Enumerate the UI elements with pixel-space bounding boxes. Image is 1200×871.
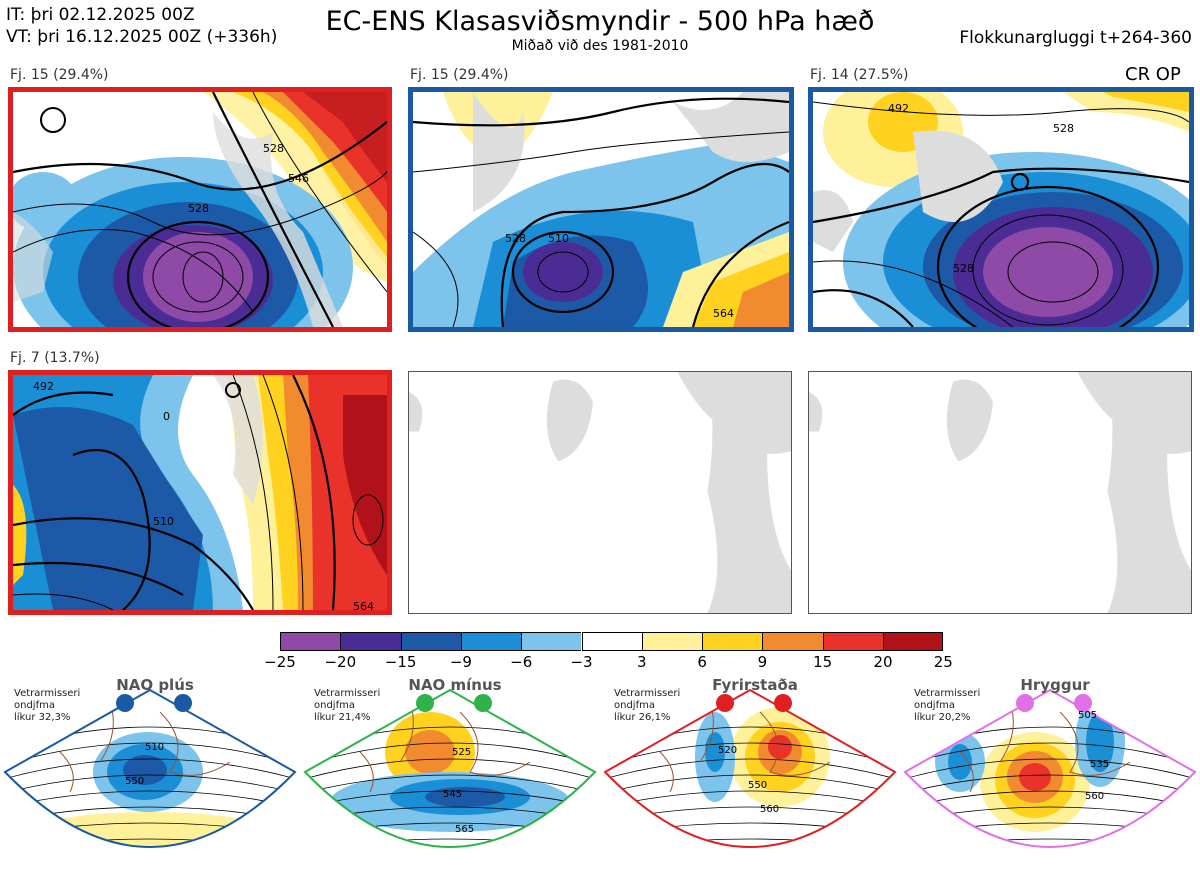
regime-info-line: líkur 32,3%: [14, 712, 71, 723]
colorbar-tick: −9: [449, 653, 472, 671]
contour-label: 564: [353, 600, 374, 610]
colorbar-tick: −25: [264, 653, 296, 671]
contour-label: 528: [1053, 122, 1074, 135]
contour-label: 492: [888, 102, 909, 115]
colorbar-tick: 20: [873, 653, 893, 671]
regime-4: 505 535 560 Hryggur Vetrarmisseri ondjfma líku…: [900, 672, 1200, 871]
contour-label: 492: [33, 380, 54, 393]
colorbar-segment: [400, 632, 461, 651]
regime-contour-label: 550: [125, 776, 144, 787]
regime-marker: [1074, 694, 1092, 712]
colorbar-segment: [702, 632, 763, 651]
regime-3: 520 550 560 Fyrirstaða Vetrarmisseri ondjfma l…: [600, 672, 900, 871]
colorbar-segment: [521, 632, 582, 651]
valid-time: VT: þri 16.12.2025 00Z (+336h): [6, 27, 278, 47]
colorbar-segment: [883, 632, 944, 651]
colorbar-segment: [581, 632, 642, 651]
panel-label-3: Fj. 14 (27.5%): [810, 67, 909, 83]
page-subtitle: Miðað við des 1981-2010: [511, 38, 689, 54]
regime-name: Hryggur: [1020, 676, 1090, 694]
regime-info-line: ondjfma: [614, 700, 655, 711]
contour-label: 528: [953, 262, 974, 275]
regime-2: 525 545 565 NAO mínus Vetrarmisseri ondjfma lí…: [300, 672, 600, 871]
contour-label: 564: [713, 307, 734, 320]
panel-label-1: Fj. 15 (29.4%): [10, 67, 109, 83]
colorbar-segment: [822, 632, 883, 651]
colorbar-segment: [280, 632, 341, 651]
contour-label: 510: [548, 232, 569, 245]
contour-label: 528: [263, 142, 284, 155]
colorbar-tick: 3: [637, 653, 647, 671]
regime-contour-label: 535: [1090, 759, 1109, 770]
regime-marker: [716, 694, 734, 712]
contour-label: 528: [188, 202, 209, 215]
regime-contour-label: 565: [455, 824, 474, 835]
window-label: Flokkunargluggi t+264-360: [959, 28, 1192, 48]
crop-label: CR OP: [1125, 64, 1181, 85]
page-title: EC-ENS Klasasviðsmyndir - 500 hPa hæð: [325, 6, 875, 37]
regime-info: Vetrarmisseri ondjfma líkur 21,4%: [314, 688, 380, 724]
cluster-map-1: 528 528 546: [8, 87, 392, 332]
regime-contour-label: 520: [718, 745, 737, 756]
regime-marker: [1016, 694, 1034, 712]
colorbar-segment: [762, 632, 823, 651]
regime-name: NAO plús: [116, 676, 194, 694]
regime-marker: [416, 694, 434, 712]
contour-label: 510: [153, 515, 174, 528]
contour-label: 546: [288, 172, 309, 185]
regime-info-line: ondjfma: [914, 700, 955, 711]
regime-contour-label: 560: [1085, 791, 1104, 802]
regime-contour-label: 550: [748, 780, 767, 791]
regime-contour-label: 510: [145, 742, 164, 753]
regime-info-line: Vetrarmisseri: [14, 688, 81, 699]
header-dates: IT: þri 02.12.2025 00Z VT: þri 16.12.202…: [6, 4, 277, 48]
regime-info-line: líkur 21,4%: [314, 712, 371, 723]
regime-contour-label: 505: [1078, 710, 1097, 721]
contour-label: 528: [505, 232, 526, 245]
regime-info-line: ondjfma: [314, 700, 355, 711]
colorbar-tick: 9: [757, 653, 768, 671]
regime-contour-label: 525: [452, 747, 471, 758]
regime-marker: [116, 694, 134, 712]
regime-name: NAO mínus: [408, 676, 502, 694]
colorbar-tick: −15: [384, 653, 417, 671]
regime-1: 510 550 NAO plús Vetrarmisseri ondjfma líkur …: [0, 672, 300, 871]
regime-info-line: líkur 20,2%: [914, 712, 971, 723]
regime-marker: [774, 694, 792, 712]
cluster-map-4: 492 0 510 564: [8, 370, 392, 615]
contour-label: 0: [163, 410, 170, 423]
colorbar-segment: [641, 632, 703, 651]
regime-info-line: ondjfma: [14, 700, 55, 711]
initial-time: IT: þri 02.12.2025 00Z: [6, 5, 195, 25]
regime-marker: [174, 694, 192, 712]
cluster-map-2: 510 528 564: [408, 87, 794, 332]
regime-info-line: Vetrarmisseri: [314, 688, 381, 699]
cluster-map-3: 492 528 528: [808, 87, 1194, 332]
regime-contour-label: 560: [760, 804, 779, 815]
colorbar-tick: 25: [933, 653, 953, 671]
colorbar-tick: 6: [697, 653, 707, 671]
colorbar-tick: 15: [813, 653, 833, 671]
regime-info-line: líkur 26,1%: [614, 712, 671, 723]
regime-info: Vetrarmisseri ondjfma líkur 20,2%: [914, 688, 980, 724]
regime-info: Vetrarmisseri ondjfma líkur 26,1%: [614, 688, 680, 724]
regime-contour-label: 545: [443, 789, 462, 800]
panel-label-4: Fj. 7 (13.7%): [10, 350, 100, 366]
colorbar-tick: −3: [570, 653, 593, 671]
regime-info-line: Vetrarmisseri: [914, 688, 981, 699]
colorbar-segment: [460, 632, 522, 651]
colorbar-segment: [340, 632, 401, 651]
panel-label-2: Fj. 15 (29.4%): [410, 67, 509, 83]
regime-marker: [474, 694, 492, 712]
empty-map-5: [408, 371, 792, 614]
regime-name: Fyrirstaða: [712, 676, 798, 694]
colorbar-tick: −6: [510, 653, 533, 671]
colorbar-tick: −20: [324, 653, 357, 671]
regime-info: Vetrarmisseri ondjfma líkur 32,3%: [14, 688, 80, 724]
regime-info-line: Vetrarmisseri: [614, 688, 681, 699]
empty-map-6: [808, 371, 1192, 614]
